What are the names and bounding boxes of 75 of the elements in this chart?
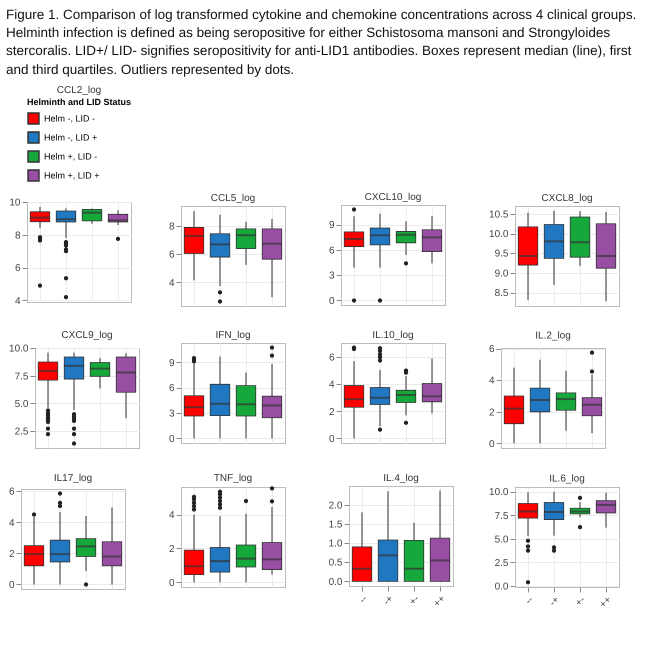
y-tick-label: 5.0 — [14, 398, 29, 410]
chart-title: CXCL8_log — [541, 192, 593, 204]
legend-label: Helm -, LID + — [44, 132, 98, 142]
y-tick-label: 9.0 — [494, 268, 509, 280]
x-tick-label: +- — [408, 593, 422, 608]
y-tick-label: 2.5 — [494, 558, 509, 569]
y-tick-label: 10.5 — [489, 209, 509, 220]
y-tick-label: 10.0 — [489, 487, 509, 498]
chart-title: IL17_log — [54, 473, 92, 484]
y-tick-label: 6 — [8, 486, 15, 498]
y-tick-label: 7.5 — [14, 371, 29, 382]
y-tick-label: 0 — [168, 434, 175, 445]
legend-label: Helm -, LID - — [44, 113, 96, 124]
x-tick-label: -+ — [382, 593, 396, 608]
y-tick-label: 6 — [488, 344, 495, 356]
y-tick-label: 6 — [14, 262, 21, 274]
chart-title: IL.4_log — [383, 472, 419, 484]
y-tick-label: 6 — [328, 245, 335, 256]
y-tick-label: 9.5 — [494, 248, 509, 260]
x-tick-label: -- — [357, 593, 370, 606]
y-tick-label: 4 — [8, 518, 15, 529]
y-tick-label: 2 — [328, 406, 335, 418]
y-tick-label: 2 — [488, 407, 495, 418]
y-tick-label: 8.5 — [494, 288, 509, 299]
y-tick-label: 5.0 — [494, 534, 509, 546]
y-tick-label: 0.0 — [494, 581, 509, 592]
y-tick-label: 6 — [328, 352, 335, 364]
y-tick-label: 10 — [9, 197, 21, 208]
x-tick-label: -- — [523, 594, 536, 607]
y-tick-label: 0 — [488, 438, 495, 450]
chart-title: IL.2_log — [535, 330, 571, 342]
chart-title: CCL2_log — [56, 84, 102, 96]
y-tick-label: 0 — [168, 578, 175, 589]
y-tick-label: 1.5 — [328, 519, 343, 530]
chart-title: IL.6_log — [549, 474, 585, 485]
y-tick-label: 8 — [168, 221, 175, 232]
y-tick-label: 6 — [168, 383, 175, 394]
chart-title: CXCL10_log — [364, 192, 422, 203]
chart-title: CXCL9_log — [61, 330, 113, 342]
chart-title: CCL5_log — [210, 192, 256, 204]
y-tick-label: 4 — [488, 376, 495, 387]
y-tick-label: 2.5 — [14, 426, 29, 438]
y-tick-label: 4 — [328, 380, 335, 391]
legend-label: Helm +, LID + — [44, 170, 100, 180]
text: Figure 1. Comparison of log transformed cytokine and chemokine concentrations across 4 clinical groups. Helminth infection is defined as being seropositive for either Schistosoma mansoni and Strongyloides stercoralis. LID+/ LID- signifies seropositivity for anti-LID1 antibodies. Boxes represent median (line), first and third quartiles. Outliers represented by dots. — [6, 6, 638, 79]
y-tick-label: 4 — [14, 296, 21, 307]
x-tick-label: +- — [574, 594, 588, 609]
x-tick-label: ++ — [598, 594, 614, 610]
y-tick-label: 10.0 — [9, 344, 29, 355]
y-tick-label: 4 — [168, 510, 175, 521]
y-tick-label: 7.5 — [494, 510, 509, 522]
chart-title: IFN_log — [215, 330, 251, 341]
y-tick-label: 2.0 — [328, 500, 343, 512]
y-tick-label: 6 — [168, 250, 175, 261]
x-tick-label: ++ — [432, 593, 448, 610]
y-tick-label: 8 — [14, 230, 21, 242]
y-tick-label: 0 — [328, 434, 335, 445]
y-tick-label: 1.0 — [328, 538, 343, 550]
y-tick-label: 3 — [168, 408, 175, 420]
y-tick-label: 0 — [8, 580, 15, 591]
y-tick-label: 0.0 — [328, 576, 343, 588]
y-tick-label: 2 — [8, 548, 15, 560]
y-tick-label: 3 — [328, 270, 335, 282]
y-tick-label: 2 — [168, 544, 175, 555]
y-tick-label: 0 — [328, 296, 335, 307]
y-tick-label: 4 — [168, 278, 175, 289]
chart-title: TNF_log — [214, 473, 252, 484]
y-tick-label: 9 — [328, 220, 335, 232]
chart-title: IL.10_log — [372, 330, 414, 341]
y-tick-label: 9 — [168, 358, 175, 369]
legend-title: Helminth and LID Status — [27, 96, 132, 107]
y-tick-label: 0.5 — [328, 558, 343, 569]
y-tick-label: 10.0 — [489, 228, 509, 240]
legend-label: Helm +, LID - — [44, 151, 98, 162]
x-tick-label: -+ — [548, 594, 562, 609]
